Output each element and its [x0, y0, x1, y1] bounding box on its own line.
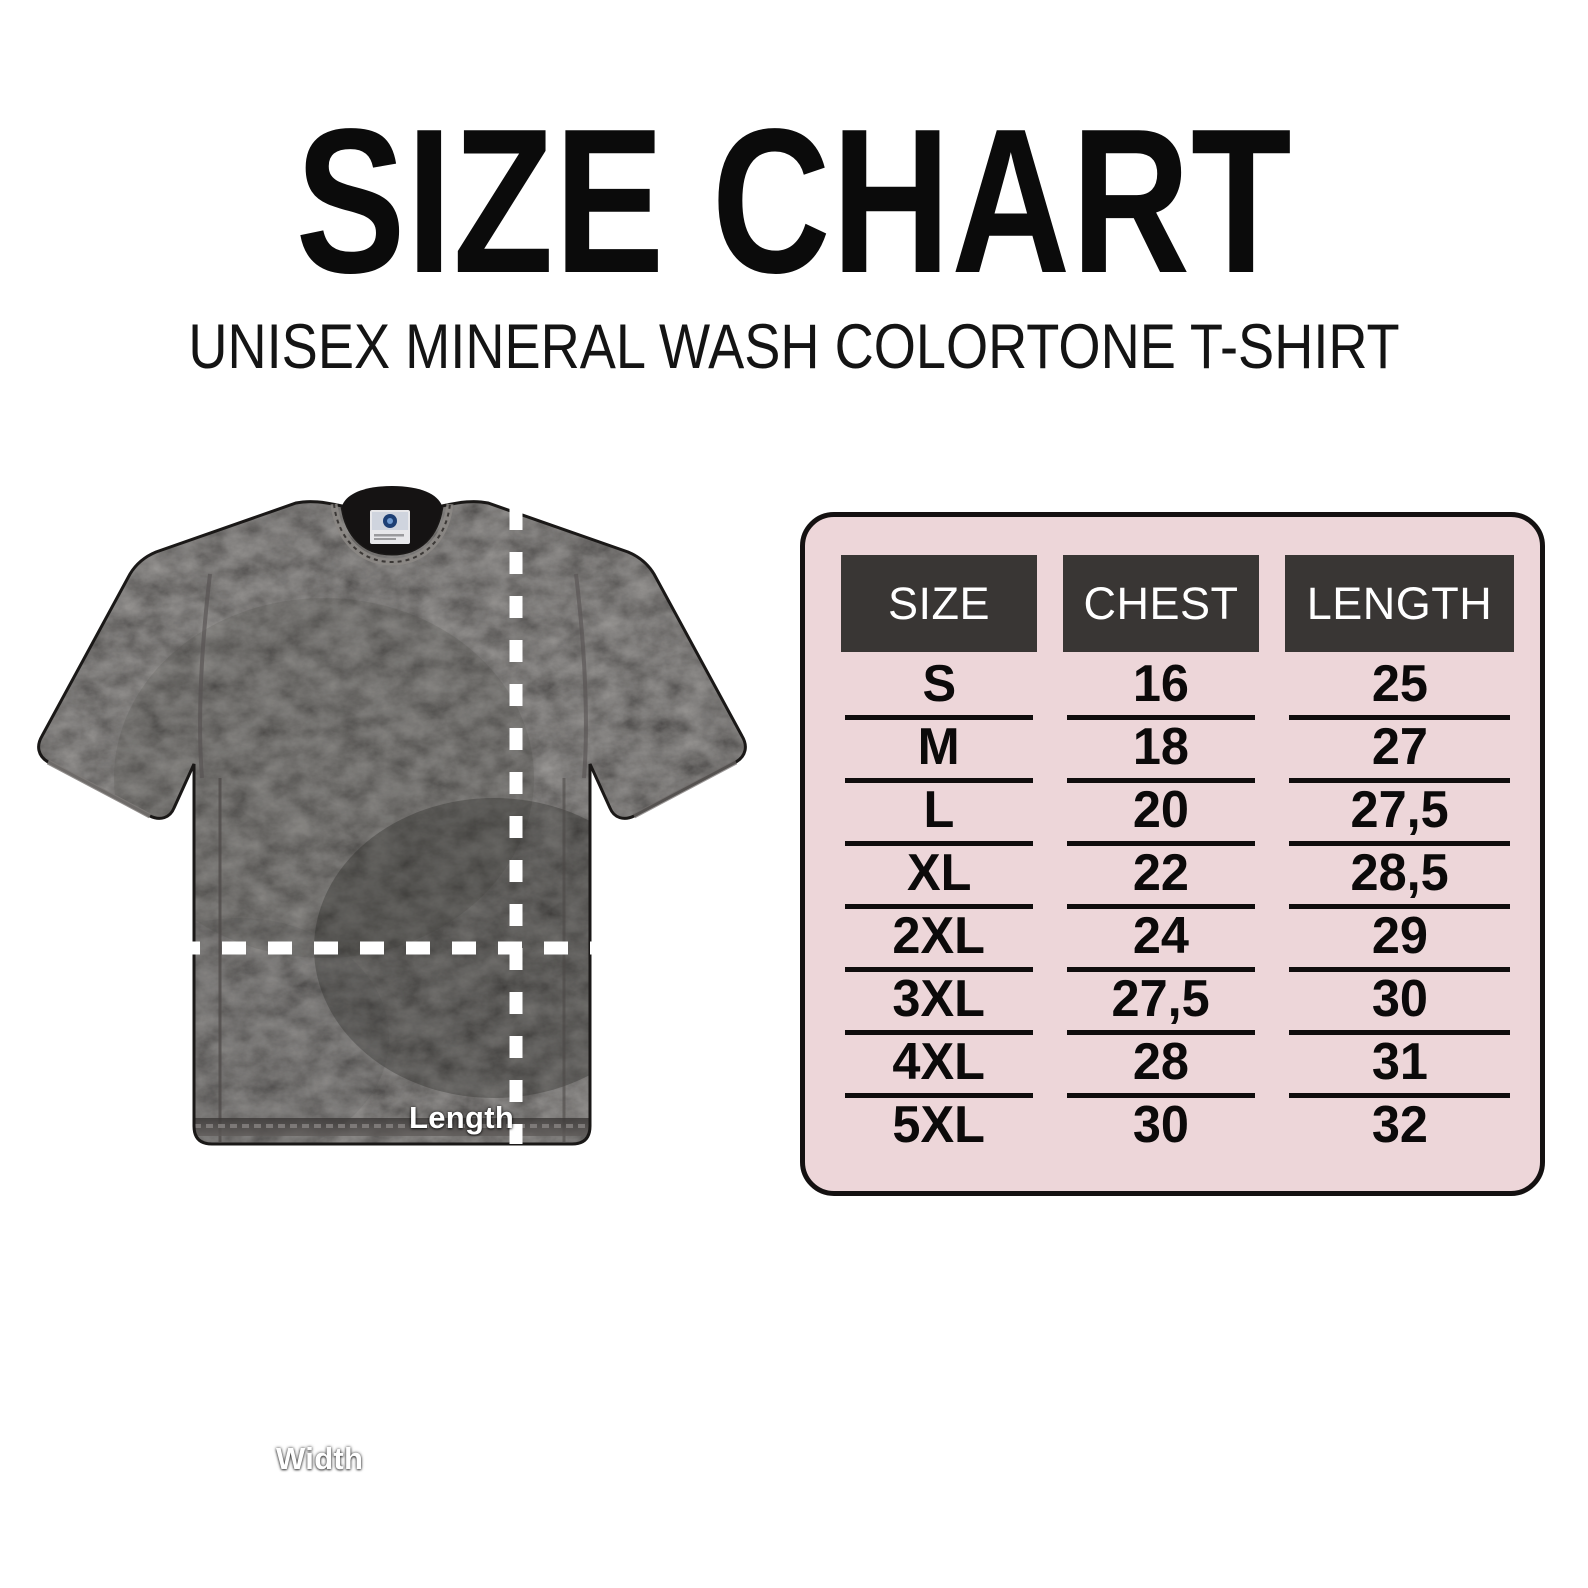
cell-size-value: XL — [906, 843, 972, 902]
page-title: SIZE CHART — [295, 86, 1293, 316]
cell-chest: 22 — [1063, 841, 1259, 904]
table-row: L 20 27,5 — [841, 778, 1514, 841]
cell-length: 31 — [1285, 1030, 1514, 1093]
cell-chest: 30 — [1063, 1093, 1259, 1156]
cell-chest-value: 22 — [1132, 843, 1190, 902]
cell-length-value: 29 — [1371, 906, 1428, 965]
column-header-size: SIZE — [841, 555, 1037, 652]
cell-length: 27 — [1285, 715, 1514, 778]
cell-chest-value: 30 — [1132, 1095, 1190, 1154]
cell-size: L — [841, 778, 1037, 841]
cell-chest: 24 — [1063, 904, 1259, 967]
cell-chest-value: 28 — [1132, 1032, 1190, 1091]
table-row: 5XL 30 32 — [841, 1093, 1514, 1156]
cell-size: 5XL — [841, 1093, 1037, 1156]
cell-chest: 28 — [1063, 1030, 1259, 1093]
cell-length-value: 27,5 — [1350, 780, 1449, 839]
cell-size: XL — [841, 841, 1037, 904]
table-row: S 16 25 — [841, 652, 1514, 715]
table-row: 4XL 28 31 — [841, 1030, 1514, 1093]
tshirt-illustration: Length Width — [24, 478, 754, 1474]
cell-length: 32 — [1285, 1093, 1514, 1156]
cell-size: 2XL — [841, 904, 1037, 967]
cell-size: 3XL — [841, 967, 1037, 1030]
cell-chest-value: 20 — [1132, 780, 1190, 839]
cell-size-value: S — [922, 654, 956, 713]
tshirt-graphic — [37, 486, 747, 1146]
cell-chest: 18 — [1063, 715, 1259, 778]
column-header-chest: CHEST — [1063, 555, 1259, 652]
cell-chest: 20 — [1063, 778, 1259, 841]
cell-size-value: M — [917, 717, 961, 776]
cell-length: 30 — [1285, 967, 1514, 1030]
cell-size-value: 5XL — [892, 1095, 986, 1154]
page-subtitle: UNISEX MINERAL WASH COLORTONE T-SHIRT — [188, 312, 1400, 382]
column-header-length-label: LENGTH — [1306, 578, 1493, 629]
cell-size-value: 3XL — [892, 969, 986, 1028]
cell-size-value: 4XL — [892, 1032, 986, 1091]
width-label: Width — [276, 1441, 364, 1476]
cell-size-value: L — [923, 780, 955, 839]
cell-length-value: 25 — [1371, 654, 1428, 713]
cell-chest: 16 — [1063, 652, 1259, 715]
table-row: 2XL 24 29 — [841, 904, 1514, 967]
cell-length-value: 28,5 — [1350, 843, 1449, 902]
column-header-chest-label: CHEST — [1083, 578, 1239, 629]
neck-label — [370, 510, 410, 544]
cell-length-value: 32 — [1371, 1095, 1428, 1154]
cell-length: 29 — [1285, 904, 1514, 967]
cell-length: 28,5 — [1285, 841, 1514, 904]
table-row: 3XL 27,5 30 — [841, 967, 1514, 1030]
table-row: M 18 27 — [841, 715, 1514, 778]
cell-chest-value: 27,5 — [1111, 969, 1211, 1028]
table-row: XL 22 28,5 — [841, 841, 1514, 904]
cell-chest-value: 16 — [1132, 654, 1190, 713]
cell-length-value: 31 — [1371, 1032, 1428, 1091]
cell-size-value: 2XL — [892, 906, 986, 965]
size-table-panel: SIZE CHEST LENGTH S 16 25 M 18 27 L 20 2… — [800, 512, 1545, 1196]
cell-size: S — [841, 652, 1037, 715]
cell-size: M — [841, 715, 1037, 778]
cell-length: 25 — [1285, 652, 1514, 715]
cell-length-value: 30 — [1371, 969, 1428, 1028]
cell-chest-value: 18 — [1132, 717, 1190, 776]
left-cuff-stitch — [46, 759, 152, 819]
cell-chest-value: 24 — [1132, 906, 1190, 965]
size-table: SIZE CHEST LENGTH S 16 25 M 18 27 L 20 2… — [841, 555, 1514, 1163]
cell-length: 27,5 — [1285, 778, 1514, 841]
table-header-row: SIZE CHEST LENGTH — [841, 555, 1514, 652]
shirt-body — [38, 501, 746, 1145]
cell-length-value: 27 — [1371, 717, 1428, 776]
cell-chest: 27,5 — [1063, 967, 1259, 1030]
column-header-size-label: SIZE — [887, 578, 991, 629]
column-header-length: LENGTH — [1285, 555, 1514, 652]
cell-size: 4XL — [841, 1030, 1037, 1093]
right-cuff-stitch — [632, 759, 738, 819]
